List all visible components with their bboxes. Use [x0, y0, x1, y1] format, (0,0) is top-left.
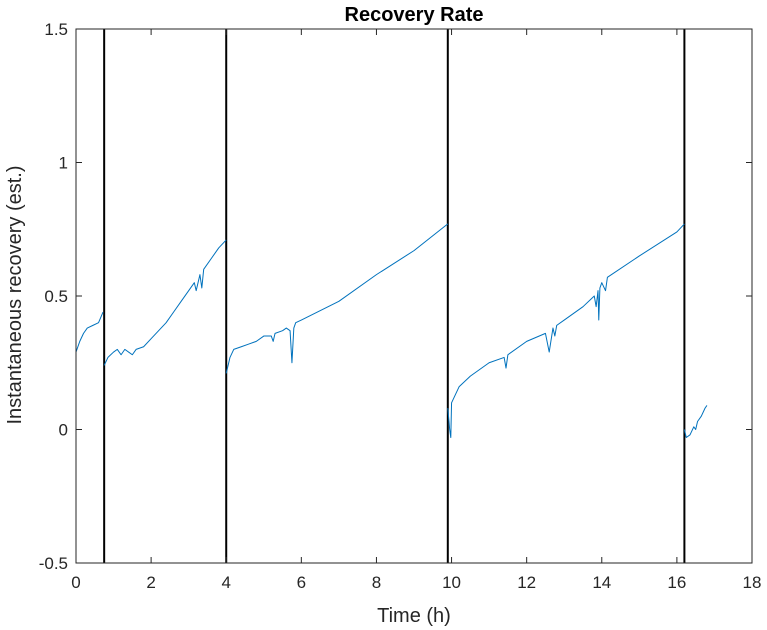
series-line-segment-0-1 [103, 239, 227, 366]
y-tick-label-4: 1.5 [44, 20, 68, 39]
series-line-segment-0-4 [683, 405, 708, 439]
series-line-segment-0-2 [225, 223, 449, 374]
plot-area: 0 2 4 6 8 10 12 14 16 18 -0.500.511.5 [39, 20, 762, 592]
x-tick-label-8: 16 [667, 573, 686, 592]
y-axis-label: Instantaneous recovery (est.) [4, 165, 26, 424]
x-tick-label-0: 0 [71, 573, 80, 592]
x-tick-label-4: 8 [372, 573, 381, 592]
series-line-segment-0-0 [75, 311, 104, 353]
x-tick-label-7: 14 [592, 573, 611, 592]
x-tick-label-1: 2 [146, 573, 155, 592]
y-tick-label-0: -0.5 [39, 554, 68, 573]
vertical-markers [103, 29, 686, 563]
chart-title: Recovery Rate [345, 4, 484, 26]
y-tick-label-1: 0 [59, 421, 68, 440]
x-tick-label-3: 6 [297, 573, 306, 592]
x-tick-label-5: 10 [442, 573, 461, 592]
series-line-segment-0-3 [447, 223, 685, 439]
series-lines [75, 223, 708, 439]
y-tick-label-3: 1 [59, 154, 68, 173]
x-tick-label-6: 12 [517, 573, 536, 592]
x-axis-ticks: 0 2 4 6 8 10 12 14 16 18 [71, 29, 761, 592]
y-tick-label-2: 0.5 [44, 287, 68, 306]
axes-box [76, 29, 752, 563]
x-tick-label-9: 18 [743, 573, 762, 592]
y-axis-ticks: -0.5 0 0.5 1 1.5 [39, 20, 752, 573]
x-tick-label-2: 4 [221, 573, 230, 592]
x-axis-label: Time (h) [377, 605, 451, 627]
